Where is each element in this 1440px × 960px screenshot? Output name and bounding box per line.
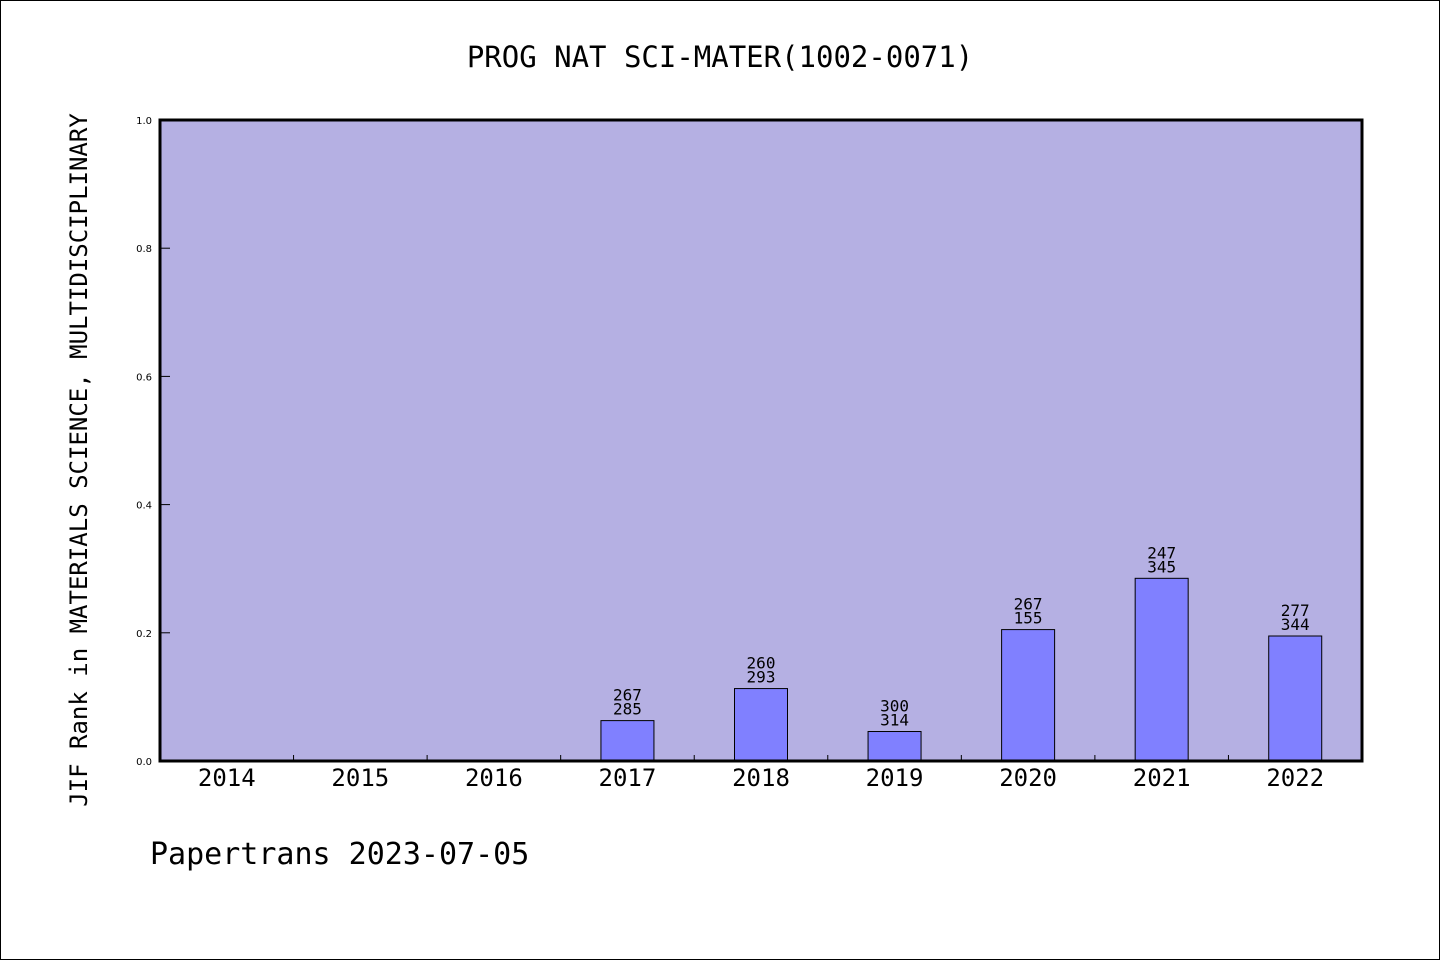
bar-2017 — [600, 720, 655, 762]
bar-label-rank: 277 — [1281, 601, 1310, 620]
bar-label-total: 344 — [1281, 615, 1310, 634]
bar-2019 — [867, 731, 922, 762]
y-tick-label: 0.0 — [136, 757, 152, 768]
x-tick-label: 2022 — [1266, 764, 1324, 792]
bar-label-total: 285 — [613, 700, 642, 719]
bar-2022 — [1268, 635, 1323, 762]
bar-label-total: 155 — [1014, 609, 1043, 628]
chart-title: PROG NAT SCI-MATER(1002-0071) — [467, 40, 973, 74]
x-tick-label: 2021 — [1133, 764, 1191, 792]
x-tick-label: 2016 — [465, 764, 523, 792]
x-tick-label: 2014 — [198, 764, 256, 792]
y-tick-label: 0.6 — [136, 372, 152, 383]
y-tick-label: 0.2 — [136, 629, 152, 640]
y-tick-label: 0.8 — [136, 244, 152, 255]
bars — [600, 577, 1323, 762]
y-axis-label: JIF Rank in MATERIALS SCIENCE, MULTIDISC… — [65, 113, 93, 807]
x-tick-label: 2017 — [599, 764, 657, 792]
bar-label-rank: 260 — [747, 654, 776, 673]
bar-label-total: 293 — [747, 668, 776, 687]
bar-label-rank: 267 — [1014, 595, 1043, 614]
footer-credit: Papertrans 2023-07-05 — [150, 837, 529, 872]
bar-label-rank: 267 — [613, 686, 642, 705]
plot-border — [158, 118, 1364, 763]
bar-label-rank: 247 — [1147, 543, 1176, 562]
bar-2021 — [1134, 577, 1189, 762]
x-axis-ticks: 2014 2015 2016 2017 2018 2019 2020 2021 2022 — [198, 755, 1324, 792]
x-tick-label: 2015 — [331, 764, 389, 792]
bar-label-total: 345 — [1147, 557, 1176, 576]
x-tick-label: 2020 — [999, 764, 1057, 792]
bar-label-rank: 300 — [880, 697, 909, 716]
y-tick-label: 0.4 — [136, 501, 152, 512]
bar-2018 — [734, 688, 788, 762]
y-tick-label: 1.0 — [136, 116, 152, 127]
x-tick-label: 2018 — [732, 764, 790, 792]
bar-label-total: 314 — [880, 711, 909, 730]
bar-2020 — [1001, 629, 1056, 762]
x-tick-label: 2019 — [866, 764, 924, 792]
